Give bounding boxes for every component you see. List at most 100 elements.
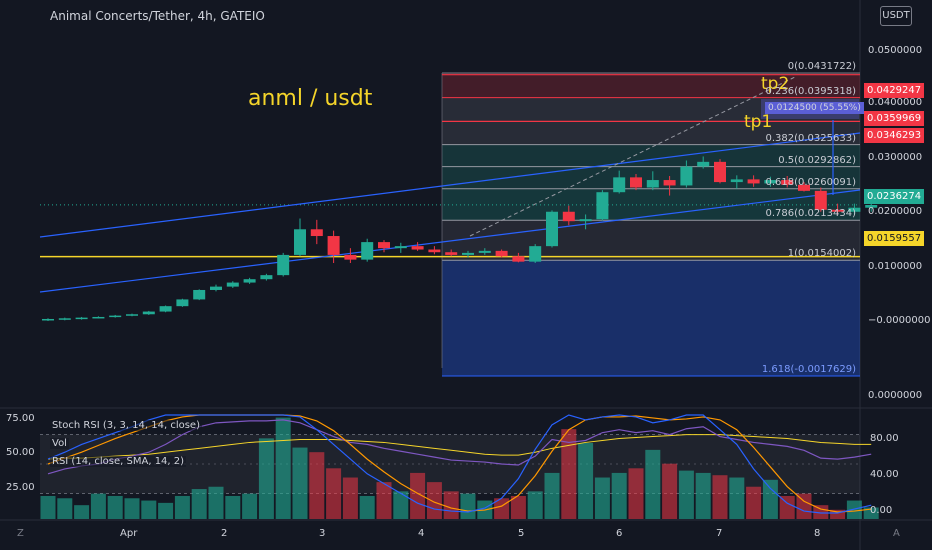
candle-body: [159, 306, 172, 312]
candle-body: [680, 166, 693, 186]
volume-bar: [863, 507, 879, 519]
candle-body: [730, 179, 743, 183]
volume-bar: [678, 470, 694, 519]
volume-bar: [376, 482, 392, 519]
fib-label: 0.5(0.0292862): [778, 154, 856, 166]
rsi-legend[interactable]: RSI (14, close, SMA, 14, 2): [50, 456, 187, 467]
stoch-rsi-legend[interactable]: Stoch RSI (3, 3, 14, 14, close): [50, 420, 202, 431]
volume-bar: [191, 489, 207, 519]
candle-body: [193, 289, 206, 300]
candle-body: [92, 316, 105, 319]
price-tag: 0.0346293: [864, 128, 925, 143]
price-axis-label: 0.0100000: [868, 261, 923, 272]
candle-body: [714, 161, 726, 183]
candle-body: [327, 236, 340, 255]
price-axis-label: −0.0000000: [868, 315, 931, 326]
candle-body: [613, 177, 626, 193]
rsi-axis-50: 50.00: [6, 447, 35, 458]
candle-body: [142, 311, 155, 315]
volume-bar: [762, 479, 778, 519]
fib-zone: [442, 220, 860, 261]
candle-body: [394, 246, 407, 249]
volume-bar: [544, 472, 560, 519]
candle-body: [529, 246, 542, 262]
tp1-label: tp1: [744, 112, 773, 132]
volume-bar: [460, 493, 476, 519]
candle-body: [596, 192, 609, 220]
volume-bar: [628, 468, 644, 519]
price-tag: 0.0359969: [864, 111, 925, 126]
volume-bar: [813, 505, 829, 519]
volume-bar: [342, 477, 358, 519]
candle-body: [361, 242, 374, 260]
volume-bar: [258, 438, 274, 519]
candle-body: [781, 180, 794, 185]
volume-legend[interactable]: Vol: [50, 438, 69, 449]
candle-body: [579, 219, 592, 222]
volume-bar: [174, 495, 190, 519]
volume-bar: [846, 500, 862, 519]
volume-bar: [662, 463, 678, 519]
volume-bar: [712, 475, 728, 519]
volume-bar: [510, 495, 526, 519]
rsi-axis-75: 75.00: [6, 413, 35, 424]
fib-label: 0.786(0.0213434): [765, 208, 856, 220]
candle-body: [831, 209, 844, 212]
volume-bar: [275, 417, 291, 519]
timezone-corner-button[interactable]: Z: [17, 528, 24, 539]
candle-body: [226, 282, 239, 287]
volume-bar: [443, 491, 459, 519]
fib-label: 1(0.0154002): [787, 248, 856, 260]
candle-body: [512, 256, 525, 262]
candle-body: [243, 279, 256, 283]
tp2-label: tp2: [761, 74, 790, 94]
rsi-ma-line: [47, 434, 872, 460]
candle-body: [42, 318, 54, 321]
candle-body: [260, 275, 273, 280]
volume-bar: [124, 498, 140, 519]
volume-bar: [141, 500, 157, 519]
chart-note: anml / usdt: [248, 86, 373, 111]
fib-zone: [442, 73, 860, 98]
candle-body: [478, 250, 491, 253]
candle-body: [814, 190, 827, 210]
volume-bar: [830, 509, 846, 519]
fib-label: 1.618(-0.0017629): [761, 364, 856, 376]
candle-body: [58, 318, 71, 320]
symbol-title[interactable]: Animal Concerts/Tether, 4h, GATEIO: [50, 9, 265, 23]
volume-bar: [393, 491, 409, 519]
candle-body: [562, 211, 575, 222]
candle-body: [697, 161, 710, 167]
volume-bar: [40, 495, 56, 519]
volume-bar: [779, 495, 795, 519]
fib-zone: [442, 144, 860, 167]
candle-body: [277, 254, 290, 276]
price-axis-label: 0.0500000: [868, 45, 923, 56]
volume-bar: [292, 447, 308, 519]
auto-scale-button[interactable]: A: [893, 528, 900, 539]
volume-bar: [695, 472, 711, 519]
volume-bar: [107, 495, 123, 519]
time-axis-label: 4: [418, 528, 425, 539]
fib-zone: [442, 260, 860, 377]
price-tag: 0.0236274: [864, 189, 925, 204]
fib-label: 0(0.0431722): [787, 61, 856, 73]
indicator-axis-40: 40.00: [870, 469, 899, 480]
rsi-line: [47, 419, 872, 475]
candle-body: [411, 246, 424, 250]
volume-bar: [796, 493, 812, 519]
time-axis-label: 2: [221, 528, 228, 539]
volume-bar: [645, 449, 661, 519]
time-axis-label: 3: [319, 528, 326, 539]
price-axis-label: 0.0200000: [868, 206, 923, 217]
currency-button[interactable]: USDT: [880, 6, 912, 26]
candle-body: [848, 207, 861, 212]
fib-zone: [442, 188, 860, 221]
candle-body: [546, 211, 558, 247]
projection-line: [469, 76, 796, 237]
channel-lower-line: [39, 189, 861, 293]
candle-body: [764, 180, 777, 184]
candle-body: [663, 180, 676, 186]
